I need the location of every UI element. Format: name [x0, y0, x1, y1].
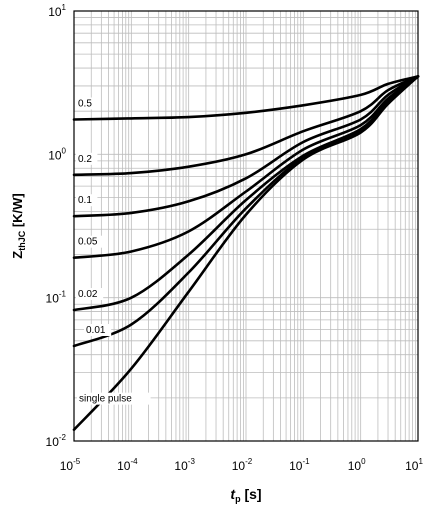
x-tick-base: 10 [174, 459, 188, 473]
x-tick-exponent: -3 [188, 457, 196, 466]
x-tick-exponent: 0 [361, 457, 366, 466]
series-label: 0.05 [78, 237, 98, 248]
grid [74, 11, 418, 441]
x-tick-base: 10 [289, 459, 303, 473]
y-tick-base: 10 [48, 5, 62, 19]
x-tick-exponent: -5 [73, 457, 81, 466]
series-label-background [76, 288, 104, 301]
y-tick-base: 10 [46, 435, 60, 449]
y-tick-label: 10-1 [46, 290, 67, 306]
x-tick-label: 101 [405, 457, 423, 473]
series-label: 0.02 [78, 289, 98, 300]
series-label: 0.01 [86, 325, 106, 336]
y-tick-exponent: -1 [59, 290, 67, 299]
series-label: 0.5 [78, 98, 92, 109]
y-axis-label-main: Z [10, 251, 25, 259]
x-tick-label: 10-2 [232, 457, 253, 473]
series-label-background [76, 235, 104, 248]
series-line [72, 75, 420, 259]
x-tick-base: 10 [232, 459, 246, 473]
x-tick-base: 10 [405, 459, 419, 473]
y-axis-label-unit: [K/W] [10, 193, 25, 231]
curves: 0.5 0.2 0.1 0.05 0.02 0.01 single pulse [72, 75, 420, 431]
y-tick-label: 101 [48, 3, 66, 19]
x-tick-exponent: -1 [302, 457, 310, 466]
series-line [72, 75, 420, 218]
y-tick-base: 10 [48, 148, 62, 162]
x-tick-exponent: -2 [245, 457, 253, 466]
series-label: 0.1 [78, 195, 92, 206]
x-axis-label: tp [s] [230, 486, 261, 504]
x-axis-label-main: t [230, 486, 236, 502]
y-tick-base: 10 [46, 292, 60, 306]
series-label-background [76, 194, 98, 207]
series-label-background [76, 152, 98, 165]
series-label: 0.2 [78, 154, 92, 165]
y-tick-label: 100 [48, 146, 66, 162]
x-tick-exponent: -4 [130, 457, 138, 466]
x-tick-label: 10-4 [117, 457, 138, 473]
y-tick-exponent: 0 [62, 146, 67, 155]
x-axis-label-unit: [s] [241, 486, 262, 502]
x-tick-label: 10-5 [60, 457, 81, 473]
plot-frame [73, 10, 419, 442]
x-tick-label: 100 [348, 457, 366, 473]
y-axis-label: ZthJC [K/W] [10, 193, 27, 259]
x-tick-base: 10 [348, 459, 362, 473]
y-tick-exponent: -2 [59, 433, 67, 442]
series-line [72, 75, 420, 177]
series-line [72, 75, 420, 121]
x-tick-label: 10-1 [289, 457, 310, 473]
x-tick-base: 10 [117, 459, 131, 473]
y-tick-exponent: 1 [62, 3, 67, 12]
y-axis-label-sub: thJC [17, 230, 27, 251]
y-tick-label: 10-2 [46, 433, 67, 449]
x-tick-label: 10-3 [174, 457, 195, 473]
series-label: single pulse [79, 394, 132, 405]
x-axis-label-sub: p [235, 494, 241, 504]
x-tick-exponent: 1 [418, 457, 423, 466]
series-label-background [84, 324, 112, 337]
x-tick-base: 10 [60, 459, 74, 473]
series-line [72, 75, 420, 431]
series-label-background [76, 97, 98, 110]
series-label-background [77, 392, 151, 405]
